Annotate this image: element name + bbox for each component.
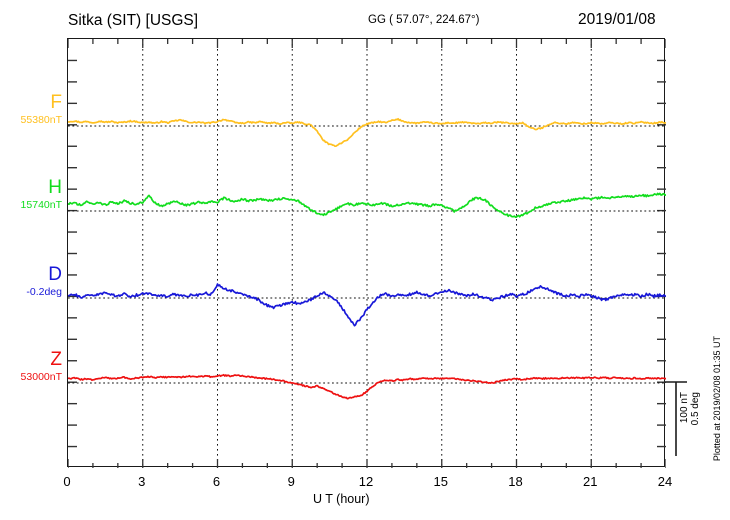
- trace-layer: [68, 117, 666, 400]
- component-symbol: D: [48, 264, 62, 285]
- plot-grid: [68, 39, 666, 468]
- x-tick-label: 24: [657, 474, 673, 489]
- x-tick-label: 9: [287, 474, 295, 489]
- component-baseline-value: 15740nT: [20, 199, 62, 211]
- x-tick-label: 21: [583, 474, 598, 489]
- scale-bar-deg-label: 0.5 deg: [690, 392, 701, 426]
- scale-bar-icon: [665, 381, 687, 456]
- component-label-d: D -0.2deg: [0, 265, 62, 299]
- component-label-h: H 15740nT: [0, 178, 62, 212]
- component-baseline-value: 53000nT: [20, 371, 62, 383]
- component-baseline-value: -0.2deg: [26, 286, 62, 298]
- component-symbol: F: [50, 92, 62, 113]
- x-tick-label: 0: [63, 474, 71, 489]
- component-symbol: H: [48, 177, 62, 198]
- x-axis-label: U T (hour): [313, 492, 370, 506]
- x-tick-label: 12: [358, 474, 374, 489]
- component-symbol: Z: [50, 349, 62, 370]
- scale-bar-nt-label: 100 nT: [679, 392, 690, 424]
- page-title: Sitka (SIT) [USGS]: [68, 12, 199, 29]
- x-tick-label: 18: [508, 474, 523, 489]
- x-tick-label: 6: [212, 474, 221, 489]
- plotted-at-timestamp: Plotted at 2019/02/08 01:35 UT: [712, 336, 722, 462]
- x-tick-label: 3: [138, 474, 146, 489]
- observation-date: 2019/01/08: [578, 11, 656, 28]
- plot-area: [67, 38, 666, 468]
- geographic-coordinates: GG ( 57.07°, 224.67°): [368, 14, 480, 26]
- component-label-z: Z 53000nT: [0, 350, 62, 384]
- component-label-f: F 55380nT: [0, 93, 62, 127]
- x-tick-label: 15: [433, 474, 448, 489]
- component-baseline-value: 55380nT: [20, 114, 62, 126]
